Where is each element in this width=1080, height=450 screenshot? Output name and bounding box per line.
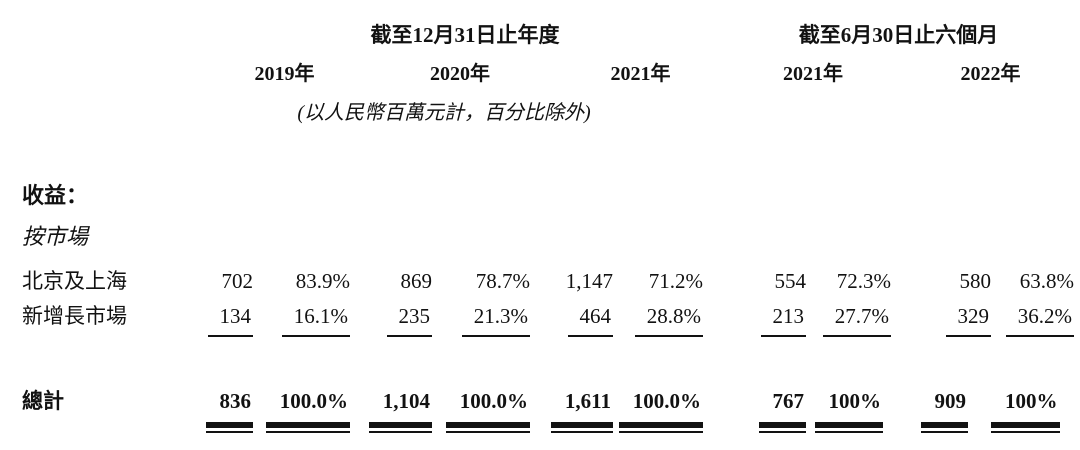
- underlined-value: 16.1%: [281, 303, 350, 338]
- period-group-header-row: 截至12月31日止年度 截至6月30日止六個月: [0, 22, 1080, 49]
- table-row-new-growth-markets: 新增長市場 134 16.1% 235 21.3% 464 28.8% 213 …: [0, 303, 1080, 338]
- subsection-label-by-market: 按市場: [22, 224, 89, 250]
- double-rule: 100.0%: [265, 388, 350, 433]
- amount-cell: 213: [703, 303, 806, 338]
- unit-note-row: (以人民幣百萬元計，百分比除外): [0, 101, 1080, 127]
- underlined-value: 27.7%: [822, 303, 891, 338]
- amount-cell: 702: [221, 269, 254, 294]
- underlined-value: 235: [386, 303, 432, 338]
- percent-cell: 27.7%: [806, 303, 891, 338]
- year-header-row: 2019年 2020年 2021年 2021年 2022年: [0, 62, 1080, 88]
- underlined-value: 36.2%: [1005, 303, 1074, 338]
- table-row-beijing-shanghai: 北京及上海 702 83.9% 869 78.7% 1,147 71.2% 55…: [0, 268, 1080, 295]
- underlined-value: 21.3%: [461, 303, 530, 338]
- percent-cell: 100%: [991, 388, 1074, 433]
- percent-cell: 78.7%: [475, 269, 530, 294]
- percent-cell: 36.2%: [991, 303, 1074, 338]
- amount-cell: 836: [185, 388, 253, 433]
- amount-cell: 1,611: [530, 388, 613, 433]
- percent-cell: 71.2%: [648, 269, 703, 294]
- percent-cell: 72.3%: [836, 269, 891, 294]
- underlined-value: 28.8%: [634, 303, 703, 338]
- double-rule: 100%: [814, 388, 883, 433]
- double-rule: 836: [205, 388, 253, 433]
- amount-cell: 464: [530, 303, 613, 338]
- period-group-annual: 截至12月31日止年度: [370, 23, 560, 47]
- unit-note: (以人民幣百萬元計，百分比除外): [297, 102, 591, 125]
- amount-cell: 134: [185, 303, 253, 338]
- percent-cell: 100.0%: [253, 388, 350, 433]
- period-group-interim: 截至6月30日止六個月: [798, 23, 999, 47]
- table-row-total: 總計 836 100.0% 1,104 100.0% 1,611 100.0% …: [0, 388, 1080, 433]
- underlined-value: 329: [945, 303, 991, 338]
- double-rule: 100.0%: [618, 388, 703, 433]
- year-header-2021-annual: 2021年: [610, 62, 671, 85]
- underlined-value: 464: [567, 303, 613, 338]
- amount-cell: 767: [703, 388, 806, 433]
- row-label-new-growth-markets: 新增長市場: [22, 304, 127, 329]
- amount-cell: 1,104: [350, 388, 432, 433]
- percent-cell: 16.1%: [253, 303, 350, 338]
- subsection-row: 按市場: [0, 223, 1080, 251]
- percent-cell: 28.8%: [613, 303, 703, 338]
- percent-cell: 63.8%: [1019, 269, 1074, 294]
- year-header-2022-interim: 2022年: [960, 62, 1021, 85]
- percent-cell: 21.3%: [432, 303, 530, 338]
- percent-cell: 100%: [806, 388, 891, 433]
- amount-cell: 580: [959, 269, 992, 294]
- amount-cell: 554: [774, 269, 807, 294]
- double-rule: 909: [920, 388, 968, 433]
- total-label: 總計: [22, 389, 64, 414]
- amount-cell: 329: [891, 303, 991, 338]
- section-label-revenue: 收益：: [22, 183, 89, 209]
- year-header-2019: 2019年: [254, 62, 315, 85]
- percent-cell: 83.9%: [295, 269, 350, 294]
- percent-cell: 100.0%: [613, 388, 703, 433]
- amount-cell: 869: [400, 269, 433, 294]
- amount-cell: 235: [350, 303, 432, 338]
- percent-cell: 100.0%: [432, 388, 530, 433]
- double-rule: 1,611: [550, 388, 613, 433]
- double-rule: 100%: [991, 388, 1060, 433]
- year-header-2021-interim: 2021年: [783, 62, 843, 85]
- year-header-2020: 2020年: [430, 62, 490, 85]
- underlined-value: 213: [760, 303, 806, 338]
- row-label-beijing-shanghai: 北京及上海: [22, 269, 127, 294]
- double-rule: 1,104: [368, 388, 432, 433]
- underlined-value: 134: [207, 303, 253, 338]
- double-rule: 767: [758, 388, 806, 433]
- amount-cell: 1,147: [565, 269, 613, 294]
- amount-cell: 909: [891, 388, 991, 433]
- section-row: 收益：: [0, 182, 1080, 210]
- double-rule: 100.0%: [445, 388, 530, 433]
